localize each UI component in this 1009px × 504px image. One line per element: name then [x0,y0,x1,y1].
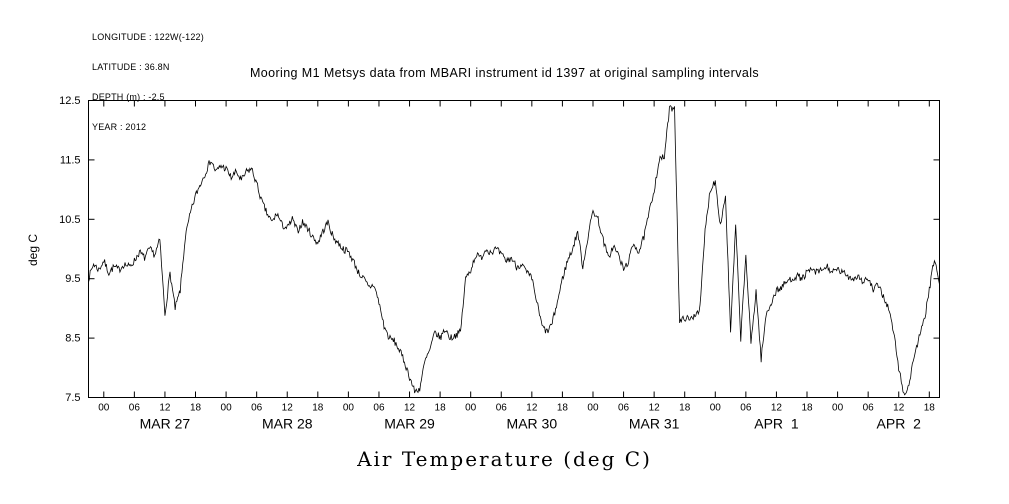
temperature-line [88,105,940,396]
x-tick-label: 00 [221,403,233,414]
x-tick-label: 00 [343,403,355,414]
x-day-label: MAR 30 [507,416,558,432]
y-tick-label: 8.5 [65,333,80,345]
x-tick-label: 06 [863,403,875,414]
x-tick-label: 18 [801,403,813,414]
x-tick-label: 00 [98,403,110,414]
chart-title: Mooring M1 Metsys data from MBARI instru… [249,66,760,80]
y-tick-label: 11.5 [60,154,81,166]
x-tick-label: 12 [159,403,171,414]
x-tick-label: 12 [282,403,294,414]
x-tick-label: 12 [771,403,783,414]
meta-longitude: LONGITUDE : 122W(-122) [92,32,204,42]
x-day-label: MAR 29 [384,416,435,432]
x-tick-label: 18 [557,403,569,414]
y-tick-label: 10.5 [59,214,80,226]
x-tick-label: 06 [251,403,263,414]
metadata-block: LONGITUDE : 122W(-122) LATITUDE : 36.8N … [92,12,204,152]
x-tick-label: 18 [435,403,447,414]
x-tick-label: 18 [190,403,202,414]
x-day-label: MAR 28 [262,416,313,432]
x-tick-label: 00 [587,403,599,414]
x-tick-label: 06 [373,403,385,414]
x-tick-label: 18 [679,403,691,414]
x-tick-label: 00 [465,403,477,414]
x-tick-label: 00 [710,403,722,414]
x-tick-label: 06 [618,403,630,414]
x-tick-label: 12 [526,403,538,414]
x-tick-label: 06 [496,403,508,414]
x-day-label: APR 2 [877,416,922,432]
y-tick-label: 12.5 [59,95,80,107]
x-day-label: APR 1 [754,416,799,432]
x-tick-label: 06 [740,403,752,414]
x-tick-label: 18 [924,403,936,414]
x-tick-label: 00 [832,403,844,414]
meta-year: YEAR : 2012 [92,122,147,132]
x-tick-label: 12 [649,403,661,414]
x-day-label: MAR 27 [140,416,191,432]
x-day-label: MAR 31 [629,416,680,432]
y-tick-label: 7.5 [65,392,80,404]
meta-latitude: LATITUDE : 36.8N [92,62,170,72]
x-tick-label: 06 [129,403,141,414]
x-tick-label: 18 [312,403,324,414]
x-axis-title: Air Temperature (deg C) [357,447,652,471]
y-tick-label: 9.5 [65,273,80,285]
plot-frame [88,100,940,398]
x-tick-label: 12 [404,403,416,414]
meta-depth: DEPTH (m) : -2.5 [92,92,165,102]
x-tick-label: 12 [893,403,905,414]
